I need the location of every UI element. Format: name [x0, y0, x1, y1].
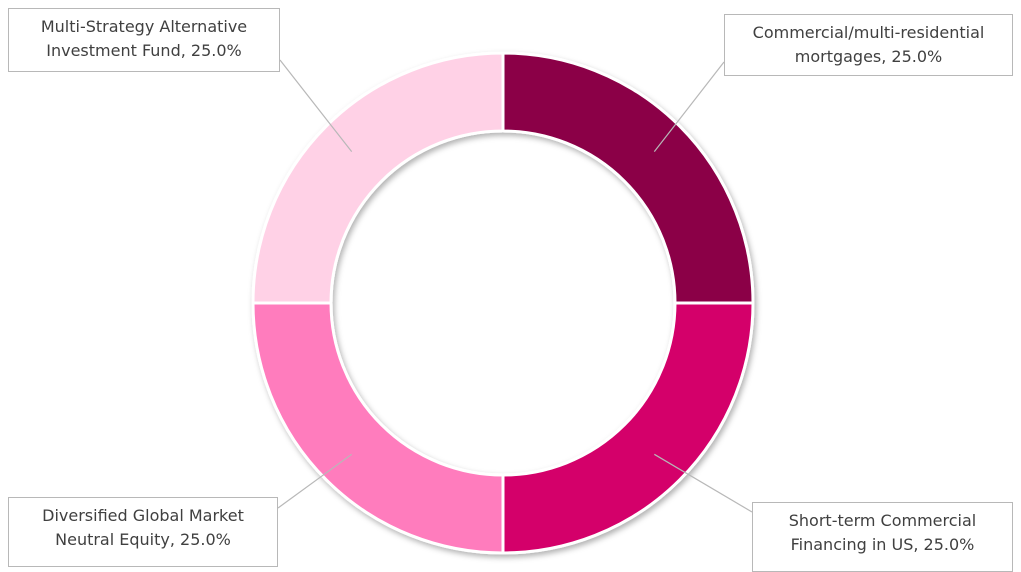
donut-slice — [501, 51, 755, 305]
donut-slice — [251, 301, 505, 555]
leader-line — [654, 453, 753, 513]
donut-slice — [501, 301, 755, 555]
data-label: Short-term Commercial Financing in US, 2… — [752, 502, 1013, 572]
leader-line — [653, 61, 725, 153]
data-label: Commercial/multi-residential mortgages, … — [724, 14, 1013, 76]
donut-slice — [251, 51, 505, 305]
data-label: Diversified Global Market Neutral Equity… — [8, 497, 278, 567]
leader-line — [277, 453, 353, 509]
leader-line — [279, 59, 353, 153]
data-label: Multi-Strategy Alternative Investment Fu… — [8, 8, 280, 72]
